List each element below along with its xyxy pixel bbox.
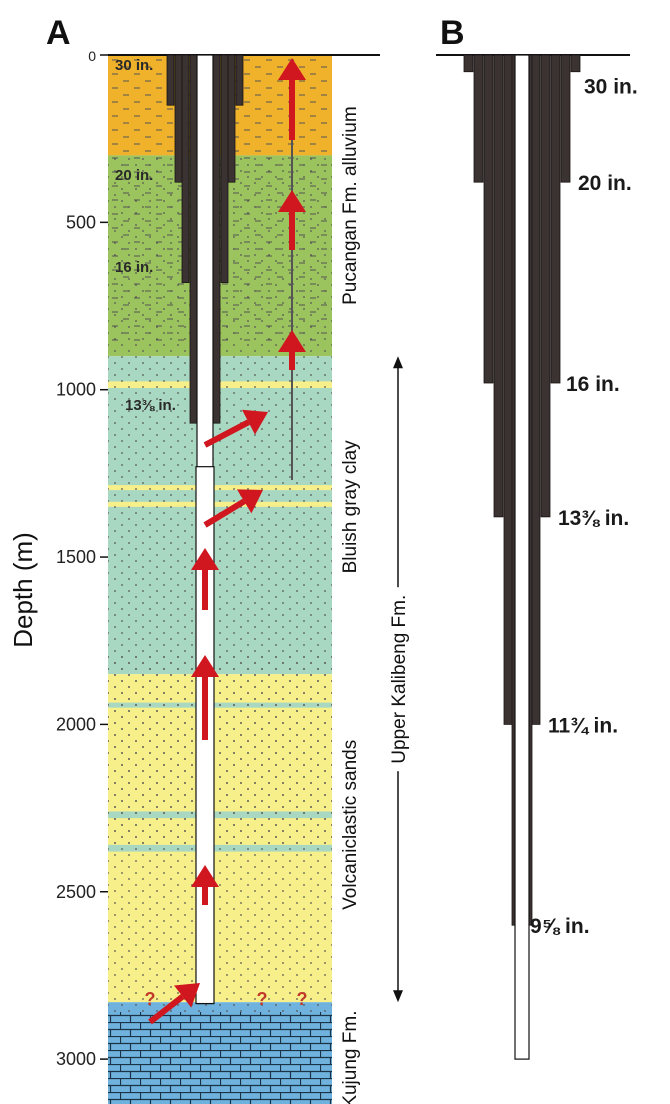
casing-a-label: 13⅜ in. bbox=[125, 397, 176, 414]
arrow-head bbox=[242, 409, 268, 435]
bracket-arrowhead-top bbox=[393, 356, 403, 369]
arrow-shaft bbox=[203, 419, 250, 448]
question-mark: ? bbox=[297, 989, 308, 1009]
question-mark: ? bbox=[257, 989, 268, 1009]
arrow-head bbox=[236, 489, 263, 514]
formation-label: Pucangan Fm. alluvium bbox=[340, 106, 361, 305]
flow-arrow-diagonal bbox=[203, 489, 263, 528]
arrow-head bbox=[278, 58, 306, 80]
flow-arrow-diagonal bbox=[203, 409, 268, 448]
formation-label: Bluish gray clay bbox=[340, 440, 361, 574]
depth-tick-label: 500 bbox=[66, 212, 96, 232]
flow-arrow-in-bore bbox=[191, 865, 219, 905]
casing-b-label: 9⅝ in. bbox=[530, 915, 590, 938]
arrow-head bbox=[191, 548, 219, 570]
arrow-head bbox=[278, 330, 306, 352]
casing-b-string-left bbox=[473, 54, 484, 183]
arrow-head bbox=[191, 865, 219, 887]
depth-tick-label: 0 bbox=[88, 48, 96, 64]
flow-arrow-up bbox=[278, 330, 306, 370]
flow-arrow-up bbox=[278, 190, 306, 250]
depth-axis-label: Depth (m) bbox=[8, 532, 38, 648]
casing-a-string-left bbox=[181, 54, 190, 283]
upper-kalibeng-label: Upper Kalibeng Fm. bbox=[389, 595, 410, 764]
depth-axis: 0 500 1000 1500 2000 2500 3000 bbox=[56, 48, 108, 1069]
arrow-shaft bbox=[148, 994, 185, 1025]
sand-dot-overlay bbox=[108, 655, 332, 1015]
casing-panel-b: 30 in. 20 in. 16 in. 13⅜ in. 11¾ in. 9⅝ in. bbox=[463, 54, 638, 1060]
bracket-arrowhead-bottom bbox=[393, 990, 403, 1003]
casing-a-string-right bbox=[220, 54, 229, 283]
casing-b-label: 20 in. bbox=[578, 172, 632, 195]
casing-a-label: 30 in. bbox=[115, 57, 153, 74]
flow-arrow-up-shallow bbox=[278, 58, 306, 140]
casing-b-string-right bbox=[560, 54, 571, 183]
limestone-brick-overlay bbox=[108, 1012, 332, 1104]
arrow-head bbox=[174, 983, 200, 1008]
formation-label: Volcaniclastic sands bbox=[340, 740, 361, 910]
casing-b-label: 16 in. bbox=[566, 373, 620, 396]
flow-arrow-in-bore bbox=[191, 548, 219, 610]
casing-a-string-left bbox=[166, 54, 175, 106]
flow-arrows bbox=[148, 58, 306, 1025]
question-mark: ? bbox=[145, 989, 156, 1009]
depth-tick-label: 2500 bbox=[56, 882, 96, 902]
bracket-label-bg bbox=[386, 587, 410, 772]
casing-panel-a: 30 in. 20 in. 16 in. 13⅜ in. bbox=[115, 54, 244, 1005]
casing-b-string-right bbox=[550, 54, 561, 384]
flow-arrow-from-kujung bbox=[148, 983, 200, 1025]
casing-a-string-right bbox=[227, 54, 236, 183]
question-marks: ??? bbox=[145, 989, 308, 1009]
casing-b-string-left bbox=[463, 54, 474, 73]
depth-tick-label: 1000 bbox=[56, 380, 96, 400]
casing-a-string-left bbox=[189, 54, 198, 424]
casing-b-string-left bbox=[493, 54, 504, 518]
casing-b-string-right bbox=[540, 54, 551, 518]
casing-a-string-left bbox=[174, 54, 183, 183]
casing-b-label: 30 in. bbox=[584, 76, 638, 99]
borehole-b bbox=[514, 54, 530, 1060]
casing-a-label: 20 in. bbox=[115, 167, 153, 184]
casing-b-string-left bbox=[483, 54, 494, 384]
formation-label: Kujung Fm. bbox=[340, 1011, 361, 1104]
flow-arrow-in-bore bbox=[191, 655, 219, 740]
arrow-shaft bbox=[203, 498, 246, 528]
arrow-head bbox=[191, 655, 219, 677]
depth-tick-label: 3000 bbox=[56, 1049, 96, 1069]
upper-kalibeng-bracket: Upper Kalibeng Fm. bbox=[386, 356, 410, 1003]
arrow-head bbox=[278, 190, 306, 212]
casing-b-label: 13⅜ in. bbox=[558, 507, 629, 530]
depth-tick-label: 2000 bbox=[56, 714, 96, 734]
panel-b-label: B bbox=[440, 14, 465, 52]
panel-a-label: A bbox=[46, 14, 71, 52]
casing-b-string-right bbox=[570, 54, 581, 73]
casing-a-label: 16 in. bbox=[115, 259, 153, 276]
formation-labels: Pucangan Fm. alluvium Bluish gray clay Vol… bbox=[340, 106, 361, 1104]
casing-a-string-right bbox=[235, 54, 244, 106]
casing-a-string-right bbox=[212, 54, 221, 424]
casing-b-label: 11¾ in. bbox=[548, 714, 618, 737]
depth-tick-label: 1500 bbox=[56, 547, 96, 567]
